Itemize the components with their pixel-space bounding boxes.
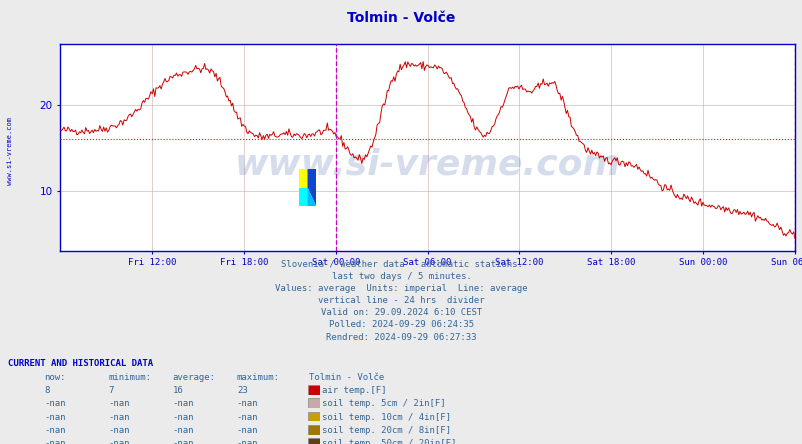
Text: -nan: -nan <box>108 399 130 408</box>
Text: soil temp. 10cm / 4in[F]: soil temp. 10cm / 4in[F] <box>322 412 451 422</box>
Text: -nan: -nan <box>108 439 130 444</box>
Text: -nan: -nan <box>108 426 130 435</box>
Text: -nan: -nan <box>172 439 194 444</box>
Bar <box>298 169 307 188</box>
Text: -nan: -nan <box>237 412 258 422</box>
Text: Tolmin - Volče: Tolmin - Volče <box>309 373 384 382</box>
Bar <box>298 188 307 206</box>
Text: air temp.[F]: air temp.[F] <box>322 386 386 395</box>
Text: soil temp. 5cm / 2in[F]: soil temp. 5cm / 2in[F] <box>322 399 445 408</box>
Text: -nan: -nan <box>108 412 130 422</box>
Text: -nan: -nan <box>237 399 258 408</box>
Text: 7: 7 <box>108 386 114 395</box>
Text: soil temp. 20cm / 8in[F]: soil temp. 20cm / 8in[F] <box>322 426 451 435</box>
Text: average:: average: <box>172 373 216 382</box>
Text: Tolmin - Volče: Tolmin - Volče <box>347 11 455 25</box>
Text: Slovenia / weather data - automatic stations.
last two days / 5 minutes.
Values:: Slovenia / weather data - automatic stat… <box>275 260 527 341</box>
Text: -nan: -nan <box>44 426 66 435</box>
Text: maximum:: maximum: <box>237 373 280 382</box>
Polygon shape <box>307 169 316 206</box>
Text: 16: 16 <box>172 386 183 395</box>
Text: -nan: -nan <box>44 399 66 408</box>
Text: -nan: -nan <box>44 412 66 422</box>
Polygon shape <box>307 188 316 206</box>
Text: www.si-vreme.com: www.si-vreme.com <box>6 117 13 185</box>
Text: www.si-vreme.com: www.si-vreme.com <box>234 147 620 181</box>
Text: -nan: -nan <box>237 426 258 435</box>
Text: -nan: -nan <box>172 412 194 422</box>
Text: minimum:: minimum: <box>108 373 152 382</box>
Text: 23: 23 <box>237 386 247 395</box>
Text: -nan: -nan <box>44 439 66 444</box>
Text: soil temp. 50cm / 20in[F]: soil temp. 50cm / 20in[F] <box>322 439 456 444</box>
Text: -nan: -nan <box>172 426 194 435</box>
Text: CURRENT AND HISTORICAL DATA: CURRENT AND HISTORICAL DATA <box>8 359 153 369</box>
Text: now:: now: <box>44 373 66 382</box>
Text: -nan: -nan <box>172 399 194 408</box>
Text: 8: 8 <box>44 386 50 395</box>
Text: -nan: -nan <box>237 439 258 444</box>
